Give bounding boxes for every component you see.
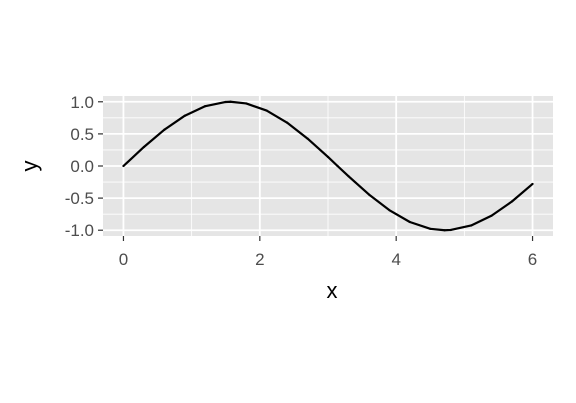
series-layer — [122, 100, 534, 232]
data-point — [224, 100, 227, 104]
data-point — [229, 100, 232, 103]
major-gridlines — [103, 96, 553, 236]
data-point — [408, 220, 411, 224]
y-tick-label: -0.5 — [65, 189, 94, 208]
data-point — [122, 164, 125, 168]
x-axis-title: x — [327, 278, 338, 303]
y-tick-label: -1.0 — [65, 221, 94, 240]
y-axis: -1.0 -0.5 0.0 0.5 1.0 — [65, 93, 103, 240]
data-point — [531, 182, 534, 186]
data-point — [470, 224, 473, 227]
data-point — [326, 155, 330, 159]
y-axis-title: y — [17, 161, 42, 172]
data-point — [429, 227, 432, 230]
data-point — [490, 214, 493, 217]
data-point — [449, 228, 452, 232]
x-axis: 0 2 4 6 — [119, 236, 537, 269]
series-line — [122, 100, 534, 232]
data-point — [388, 209, 391, 212]
data-point — [163, 128, 166, 131]
data-point — [443, 229, 446, 232]
data-point — [285, 121, 289, 124]
data-point — [183, 114, 186, 117]
x-tick-label: 6 — [528, 250, 537, 269]
data-point — [265, 109, 268, 112]
data-point — [245, 102, 248, 105]
y-tick-label: 0.5 — [70, 125, 94, 144]
data-point — [142, 145, 146, 149]
data-point — [306, 137, 309, 140]
x-tick-label: 4 — [391, 250, 400, 269]
y-tick-label: 1.0 — [70, 93, 94, 112]
data-point — [347, 175, 350, 178]
x-tick-label: 0 — [119, 250, 128, 269]
data-point — [204, 105, 207, 108]
data-point — [336, 164, 339, 168]
data-point — [510, 200, 514, 203]
data-point — [367, 193, 371, 196]
x-tick-label: 2 — [255, 250, 264, 269]
y-tick-label: 0.0 — [70, 157, 94, 176]
